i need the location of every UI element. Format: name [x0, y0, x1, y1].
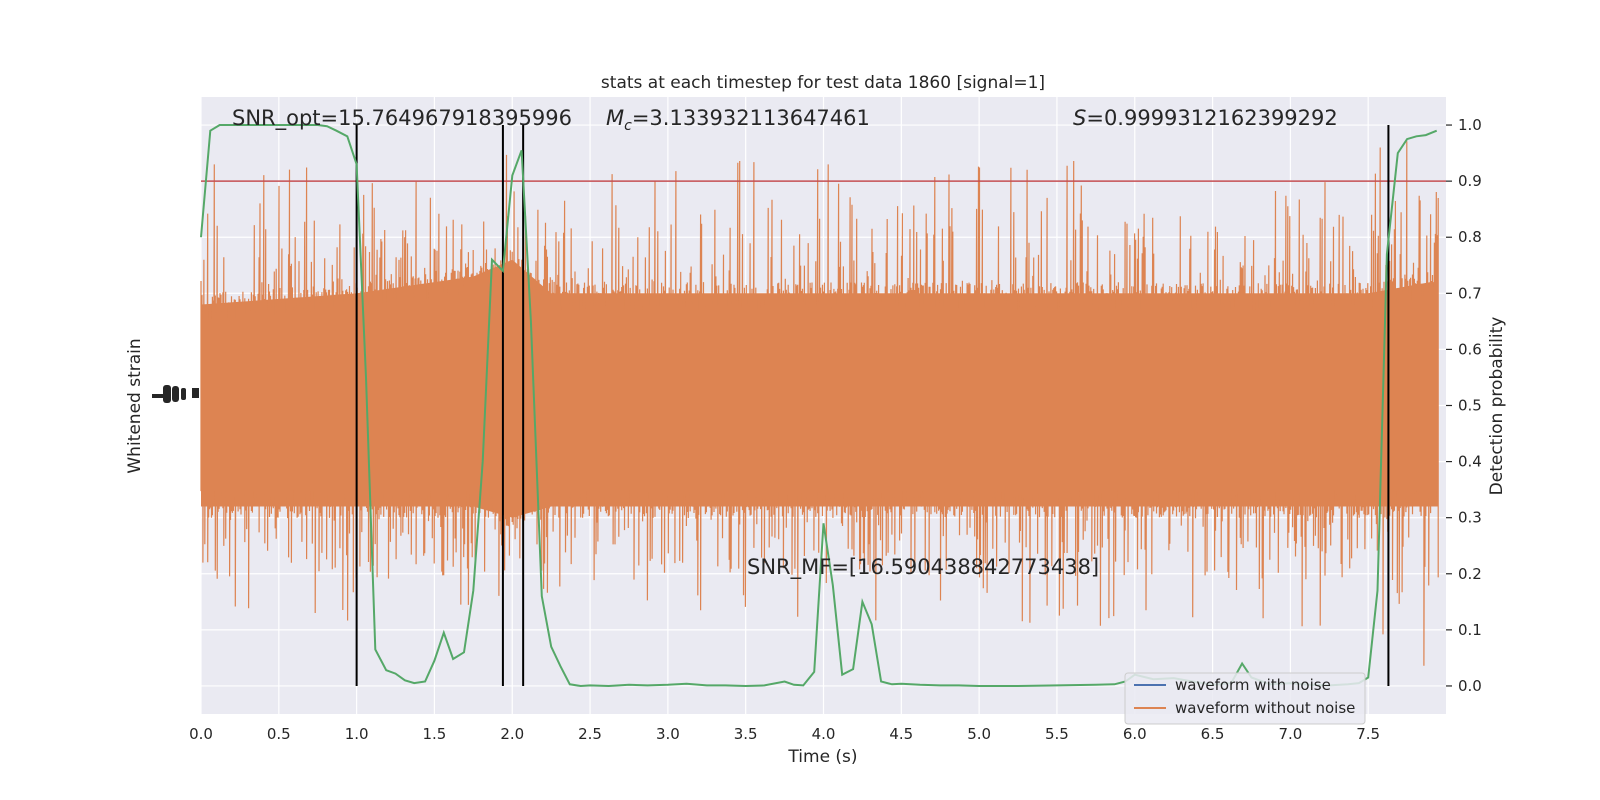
- chirp-mass-annotation: Mc=3.133932113647461: [606, 106, 870, 134]
- match-annotation: S=0.9999312162399292: [1073, 106, 1338, 130]
- y-tick-label-7: 0.7: [1458, 284, 1482, 302]
- y-axis-label-left: Whitened strain: [125, 338, 145, 473]
- chart-title: stats at each timestep for test data 186…: [601, 73, 1045, 93]
- legend-box: [1124, 672, 1366, 725]
- x-axis-label: Time (s): [787, 747, 857, 767]
- x-tick-label-7: 3.5: [734, 725, 758, 743]
- event-vertical-lines: [355, 125, 1390, 686]
- x-tick-label-9: 4.5: [889, 725, 913, 743]
- legend: waveform with noise waveform without noi…: [1124, 672, 1366, 725]
- noise-waveform-line: [200, 141, 1439, 666]
- x-tick-label-10: 5.0: [967, 725, 991, 743]
- y-tick-label-4: 0.4: [1458, 453, 1482, 471]
- left-tick-blob-3: [172, 386, 179, 402]
- match-value: =0.9999312162399292: [1086, 106, 1337, 130]
- match-symbol: S: [1073, 106, 1086, 130]
- x-tick-label-5: 2.5: [578, 725, 602, 743]
- x-tick-label-12: 6.0: [1123, 725, 1147, 743]
- y-tick-label-8: 0.8: [1458, 228, 1482, 246]
- x-tick-label-13: 6.5: [1201, 725, 1225, 743]
- left-axis-squashed-ticks: [152, 385, 199, 403]
- legend-label-with-noise: waveform with noise: [1175, 676, 1331, 694]
- y-axis-label-right: Detection probability: [1487, 317, 1507, 496]
- x-tick-label-4: 2.0: [500, 725, 524, 743]
- y-tick-label-6: 0.6: [1458, 340, 1482, 358]
- y-axis-ticks-right: 0.0 0.1 0.2 0.3 0.4 0.5 0.6 0.7 0.8 0.9 1.0: [1446, 116, 1482, 695]
- y-tick-label-0: 0.0: [1458, 677, 1482, 695]
- chirp-mass-value: =3.133932113647461: [632, 106, 870, 130]
- left-tick-blob-2: [163, 385, 171, 403]
- x-tick-label-2: 1.0: [345, 725, 369, 743]
- y-tick-label-1: 0.1: [1458, 621, 1482, 639]
- x-tick-label-1: 0.5: [267, 725, 291, 743]
- chirp-mass-symbol: M: [606, 106, 624, 130]
- x-tick-label-6: 3.0: [656, 725, 680, 743]
- waveform-without-noise-series: [200, 141, 1439, 666]
- x-tick-label-11: 5.5: [1045, 725, 1069, 743]
- y-tick-label-5: 0.5: [1458, 397, 1482, 415]
- x-tick-label-0: 0.0: [189, 725, 213, 743]
- y-tick-label-9: 0.9: [1458, 172, 1482, 190]
- x-tick-label-15: 7.5: [1356, 725, 1380, 743]
- y-tick-label-10: 1.0: [1458, 116, 1482, 134]
- chirp-mass-subscript: c: [624, 118, 632, 134]
- legend-label-without-noise: waveform without noise: [1175, 699, 1355, 717]
- y-tick-label-2: 0.2: [1458, 565, 1482, 583]
- left-tick-blob-5: [192, 388, 199, 398]
- snr-mf-annotation: SNR_MF=[16.590438842773438]: [747, 555, 1099, 580]
- x-axis-ticks: 0.0 0.5 1.0 1.5 2.0 2.5 3.0 3.5 4.0 4.5 5.0 5.5 6.0 6…: [189, 725, 1380, 743]
- x-tick-label-3: 1.5: [423, 725, 447, 743]
- left-tick-blob-1: [152, 394, 164, 398]
- x-tick-label-8: 4.0: [812, 725, 836, 743]
- y-tick-label-3: 0.3: [1458, 509, 1482, 527]
- left-tick-blob-4: [181, 388, 186, 400]
- x-tick-label-14: 7.0: [1278, 725, 1302, 743]
- snr-opt-annotation: SNR_opt=15.764967918395996: [232, 106, 572, 131]
